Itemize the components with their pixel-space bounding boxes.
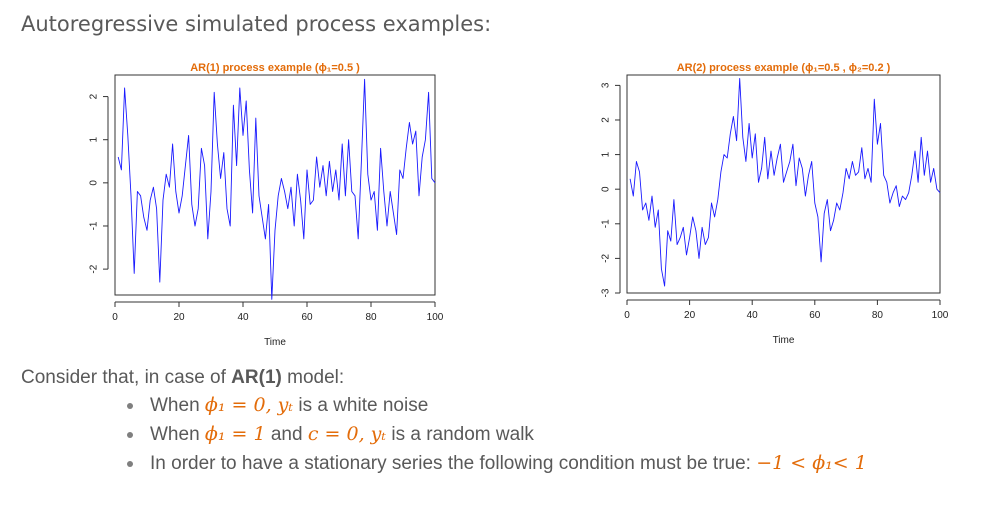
notes-intro-prefix: Consider that, in case of (21, 367, 232, 388)
chart-title: AR(1) process example (ϕ₁=0.5 ) (190, 62, 360, 74)
notes-intro: Consider that, in case of AR(1) model: (21, 367, 981, 389)
notes-intro-suffix: model: (281, 367, 345, 388)
y-tick-label: -2 (601, 254, 612, 263)
page-title: Autoregressive simulated process example… (21, 12, 492, 36)
x-tick-label: 20 (173, 312, 185, 323)
x-axis-title: Time (264, 337, 286, 348)
y-tick-label: 3 (601, 82, 612, 88)
y-tick-label: -2 (89, 264, 100, 273)
y-tick-label: -1 (601, 219, 612, 228)
x-tick-label: 20 (684, 310, 696, 321)
note-white-noise-text: is a white noise (293, 395, 429, 416)
x-tick-label: 60 (301, 312, 313, 323)
y-tick-label: 1 (601, 151, 612, 157)
y-tick-label: 0 (601, 186, 612, 192)
note-random-walk-text: is a random walk (386, 424, 534, 445)
y-tick-label: 2 (601, 117, 612, 123)
x-axis-title: Time (773, 335, 795, 346)
math-yt: yₜ (277, 394, 294, 416)
math-stationary-condition: −1 < ϕ₁< 1 (756, 452, 867, 474)
y-tick-label: 0 (89, 180, 100, 186)
y-tick-label: -1 (89, 221, 100, 230)
x-tick-label: 40 (747, 310, 759, 321)
note-when: When (150, 395, 205, 416)
note-random-walk: When ϕ₁ = 1 and c = 0, yₜ is a random wa… (124, 420, 981, 449)
notes-intro-model: AR(1) (231, 367, 282, 388)
plot-frame (114, 74, 436, 296)
x-tick-label: 60 (809, 310, 821, 321)
series-line (629, 78, 941, 287)
x-tick-label: 0 (624, 310, 630, 321)
notes-section: Consider that, in case of AR(1) model: W… (21, 367, 981, 478)
chart-title: AR(2) process example (ϕ₁=0.5 , ϕ₂=0.2 ) (677, 62, 891, 74)
x-tick-label: 0 (112, 312, 118, 323)
x-tick-label: 100 (427, 312, 444, 323)
note-stationary-text: In order to have a stationary series the… (150, 453, 757, 474)
note-when: When (150, 424, 205, 445)
math-phi1-zero: ϕ₁ = 0, (204, 394, 278, 416)
y-tick-label: 2 (89, 93, 100, 99)
ar2-chart: AR(2) process example (ϕ₁=0.5 , ϕ₂=0.2 )… (601, 62, 949, 346)
x-tick-label: 80 (365, 312, 377, 323)
note-white-noise: When ϕ₁ = 0, yₜ is a white noise (124, 391, 981, 420)
ar1-chart: AR(1) process example (ϕ₁=0.5 )0 20 40 60 80… (89, 62, 444, 348)
note-stationary: In order to have a stationary series the… (124, 449, 981, 478)
notes-list: When ϕ₁ = 0, yₜ is a white noise When ϕ₁… (21, 391, 981, 478)
x-tick-label: 40 (237, 312, 249, 323)
x-tick-label: 100 (932, 310, 949, 321)
plot-frame (626, 74, 941, 294)
y-tick-label: 1 (89, 136, 100, 142)
y-tick-label: -3 (601, 288, 612, 297)
x-tick-label: 80 (872, 310, 884, 321)
note-and: and (265, 424, 308, 445)
math-c-zero-yt: c = 0, yₜ (307, 423, 387, 445)
math-phi1-one: ϕ₁ = 1 (204, 423, 266, 445)
series-line (117, 78, 436, 300)
